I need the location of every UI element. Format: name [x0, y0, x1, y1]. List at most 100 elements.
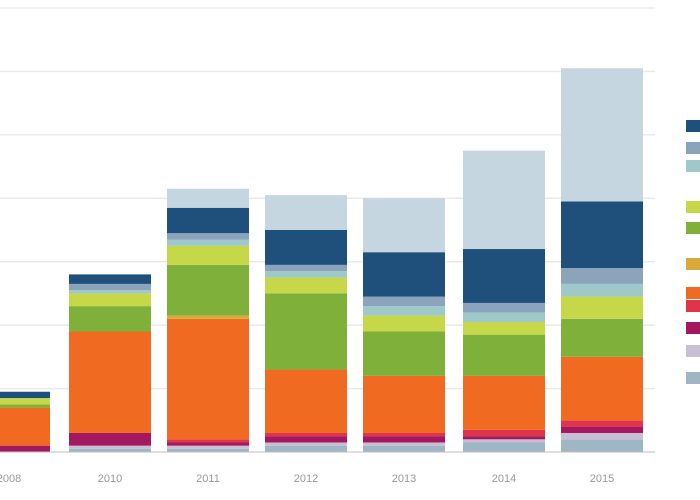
x-tick-label: 2014	[492, 473, 516, 485]
bar-segment-2013-s6	[363, 331, 445, 376]
bar-segment-2013-s11	[363, 198, 445, 253]
bars	[0, 68, 643, 452]
bar-segment-2014-s11	[463, 150, 545, 250]
bar-segment-2010-s4	[69, 331, 151, 433]
legend-swatch-s0	[686, 372, 700, 384]
bar-segment-2011-s6	[167, 264, 249, 316]
bar-segment-2013-s10	[363, 252, 445, 297]
bar-segment-2012-s1	[265, 442, 347, 446]
legend-swatch-s6	[686, 222, 700, 234]
bar-segment-2014-s4	[463, 375, 545, 430]
bar-stack-2010	[69, 274, 151, 452]
bar-segment-2014-s1	[463, 439, 545, 443]
bar-segment-2011-s10	[167, 207, 249, 234]
bar-segment-2010-s1	[69, 445, 151, 449]
bar-segment-2015-s2	[561, 426, 643, 433]
bar-segment-2011-s2	[167, 442, 249, 446]
bar-segment-2013-s4	[363, 375, 445, 433]
bar-segment-2014-s10	[463, 249, 545, 303]
bar-stack-2008	[0, 391, 50, 452]
bar-segment-2015-s10	[561, 201, 643, 269]
bar-segment-2015-s6	[561, 318, 643, 357]
bar-segment-2014-s9	[463, 302, 545, 313]
legend-swatch-s10	[686, 120, 700, 132]
bar-segment-2015-s1	[561, 432, 643, 440]
bar-segment-2012-s11	[265, 195, 347, 230]
bar-segment-2010-s10	[69, 274, 151, 284]
x-tick-label: 2012	[294, 473, 318, 485]
legend-swatch-s4	[686, 287, 700, 299]
legend-swatch-s9	[686, 142, 700, 154]
bar-segment-2013-s2	[363, 436, 445, 443]
bar-segment-2011-s11	[167, 188, 249, 208]
bar-segment-2013-s0	[363, 445, 445, 452]
x-tick-labels: 2008 2010 2011 2012 2013 2014 2015	[0, 473, 614, 485]
bar-segment-2013-s9	[363, 296, 445, 307]
bar-segment-2012-s6	[265, 293, 347, 370]
bar-segment-2010-s7	[69, 293, 151, 307]
bar-segment-2015-s7	[561, 296, 643, 319]
bar-segment-2013-s1	[363, 442, 445, 446]
bar-segment-2008-s6	[0, 404, 50, 408]
bar-stack-2011	[167, 188, 249, 452]
bar-segment-2008-s10	[0, 391, 50, 399]
bar-segment-2008-s7	[0, 398, 50, 405]
bar-segment-2013-s3	[363, 432, 445, 437]
bar-segment-2013-s8	[363, 306, 445, 316]
legend-swatch-s5	[686, 258, 700, 270]
bar-segment-2011-s1	[167, 445, 249, 449]
bar-segment-2010-s2	[69, 432, 151, 446]
bar-segment-2011-s0	[167, 448, 249, 452]
bar-segment-2008-s2	[0, 445, 50, 452]
bar-segment-2010-s6	[69, 306, 151, 332]
bar-segment-2014-s7	[463, 321, 545, 335]
bar-segment-2010-s0	[69, 448, 151, 452]
bar-segment-2015-s3	[561, 420, 643, 427]
bar-segment-2012-s8	[265, 271, 347, 278]
bar-segment-2012-s2	[265, 436, 347, 443]
bar-segment-2012-s7	[265, 277, 347, 294]
bar-segment-2015-s0	[561, 439, 643, 452]
bar-segment-2011-s5	[167, 315, 249, 319]
bar-segment-2013-s7	[363, 315, 445, 332]
x-tick-label: 2008	[0, 473, 21, 485]
bar-stack-2015	[561, 68, 643, 452]
bar-segment-2010-s8	[69, 290, 151, 294]
bar-segment-2015-s11	[561, 68, 643, 202]
bar-segment-2008-s4	[0, 407, 50, 446]
bar-segment-2014-s8	[463, 312, 545, 322]
bar-segment-2011-s9	[167, 233, 249, 240]
bar-stack-2012	[265, 195, 347, 452]
bar-segment-2014-s0	[463, 442, 545, 452]
bar-segment-2011-s7	[167, 245, 249, 265]
bar-segment-2012-s3	[265, 432, 347, 437]
x-tick-label: 2013	[392, 473, 416, 485]
bar-segment-2015-s4	[561, 356, 643, 421]
bar-stack-2013	[363, 198, 445, 452]
legend-swatch-s3	[686, 300, 700, 312]
bar-segment-2014-s6	[463, 334, 545, 376]
bar-segment-2015-s8	[561, 283, 643, 297]
bar-segment-2011-s8	[167, 239, 249, 246]
x-tick-label: 2015	[590, 473, 614, 485]
x-tick-label: 2010	[98, 473, 122, 485]
bar-segment-2012-s0	[265, 445, 347, 452]
bar-segment-2011-s3	[167, 439, 249, 443]
bar-segment-2012-s4	[265, 369, 347, 433]
legend-swatch-s2	[686, 322, 700, 334]
bar-stack-2014	[463, 150, 545, 452]
bar-segment-2011-s4	[167, 318, 249, 440]
bar-segment-2014-s3	[463, 429, 545, 437]
x-tick-label: 2011	[196, 473, 220, 485]
bar-segment-2012-s9	[265, 264, 347, 272]
legend-swatch-s7	[686, 201, 700, 213]
bar-segment-2014-s2	[463, 436, 545, 440]
legend-swatch-s1	[686, 345, 700, 357]
legend-swatch-s8	[686, 160, 700, 172]
bar-segment-2012-s10	[265, 230, 347, 265]
legend	[686, 120, 700, 384]
bar-segment-2010-s9	[69, 283, 151, 291]
bar-segment-2015-s9	[561, 268, 643, 284]
